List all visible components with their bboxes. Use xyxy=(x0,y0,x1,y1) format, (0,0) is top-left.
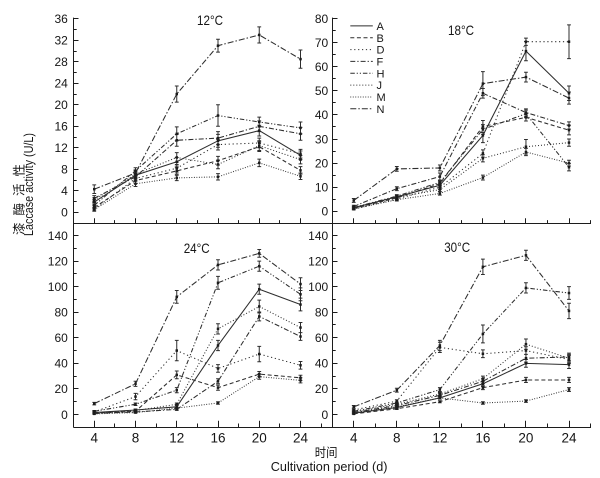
svg-text:12: 12 xyxy=(169,430,184,445)
svg-text:Cultivation period (d): Cultivation period (d) xyxy=(271,459,388,474)
svg-text:8: 8 xyxy=(132,430,140,445)
svg-text:4: 4 xyxy=(90,430,98,445)
svg-text:80: 80 xyxy=(54,306,68,320)
svg-text:20: 20 xyxy=(252,430,267,445)
svg-text:12: 12 xyxy=(432,430,447,445)
svg-text:20: 20 xyxy=(518,430,533,445)
svg-text:20: 20 xyxy=(54,382,68,396)
svg-text:100: 100 xyxy=(48,280,68,294)
svg-text:0: 0 xyxy=(61,408,68,422)
svg-text:80: 80 xyxy=(315,306,329,320)
svg-text:D: D xyxy=(377,45,385,57)
svg-text:60: 60 xyxy=(315,331,329,345)
svg-text:140: 140 xyxy=(308,229,328,243)
svg-text:M: M xyxy=(377,92,386,104)
svg-text:70: 70 xyxy=(315,36,329,50)
svg-text:60: 60 xyxy=(315,60,329,74)
svg-text:28: 28 xyxy=(54,55,68,69)
svg-text:16: 16 xyxy=(475,430,490,445)
svg-text:100: 100 xyxy=(308,280,328,294)
svg-text:10: 10 xyxy=(315,181,329,195)
svg-text:0: 0 xyxy=(322,408,329,422)
svg-text:40: 40 xyxy=(315,108,329,122)
svg-text:Laccase activity (U/L): Laccase activity (U/L) xyxy=(22,133,36,236)
svg-text:120: 120 xyxy=(48,254,68,268)
svg-text:60: 60 xyxy=(54,331,68,345)
svg-text:40: 40 xyxy=(315,357,329,371)
svg-text:16: 16 xyxy=(54,120,68,134)
svg-text:18°C: 18°C xyxy=(448,22,474,38)
svg-text:24°C: 24°C xyxy=(184,240,210,256)
svg-text:24: 24 xyxy=(54,77,68,91)
svg-text:B: B xyxy=(377,33,384,45)
svg-text:16: 16 xyxy=(210,430,225,445)
svg-text:30°C: 30°C xyxy=(444,239,470,255)
svg-text:24: 24 xyxy=(561,430,577,445)
svg-text:A: A xyxy=(377,21,385,33)
svg-text:50: 50 xyxy=(315,84,329,98)
svg-text:80: 80 xyxy=(315,12,329,26)
svg-text:32: 32 xyxy=(54,34,68,48)
svg-text:40: 40 xyxy=(54,357,68,371)
svg-text:140: 140 xyxy=(48,229,68,243)
svg-text:12: 12 xyxy=(54,141,68,155)
svg-text:0: 0 xyxy=(322,205,329,219)
svg-text:J: J xyxy=(377,80,383,92)
svg-text:8: 8 xyxy=(61,163,68,177)
svg-text:F: F xyxy=(377,57,384,69)
svg-text:4: 4 xyxy=(61,184,68,198)
svg-text:20: 20 xyxy=(315,156,329,170)
svg-text:4: 4 xyxy=(350,430,358,445)
svg-text:N: N xyxy=(377,104,385,116)
svg-text:12°C: 12°C xyxy=(197,12,223,28)
svg-text:20: 20 xyxy=(315,382,329,396)
svg-text:120: 120 xyxy=(308,254,328,268)
svg-text:H: H xyxy=(377,68,385,80)
svg-text:30: 30 xyxy=(315,132,329,146)
svg-text:24: 24 xyxy=(293,430,309,445)
svg-text:0: 0 xyxy=(61,206,68,220)
svg-text:20: 20 xyxy=(54,98,68,112)
svg-text:36: 36 xyxy=(54,12,68,26)
svg-text:8: 8 xyxy=(393,430,401,445)
svg-text:时间: 时间 xyxy=(315,446,338,460)
